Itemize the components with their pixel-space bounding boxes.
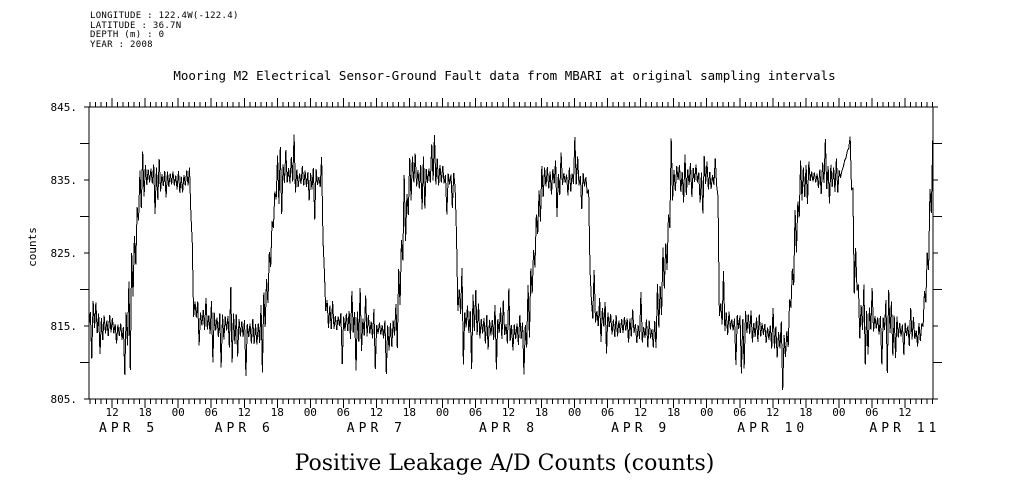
metadata-line-latitude: LATITUDE : 36.7N xyxy=(90,20,182,31)
x-tick-label: 00 xyxy=(567,406,582,419)
x-tick-label: 18 xyxy=(138,406,152,419)
plot-border xyxy=(88,106,934,400)
x-day-label: APR 10 xyxy=(737,421,809,436)
time-series-line xyxy=(88,134,934,390)
y-tick-label: 835. xyxy=(50,174,78,187)
x-tick-label: 12 xyxy=(369,406,383,419)
x-tick-label: 06 xyxy=(733,406,747,419)
metadata-line-longitude: LONGITUDE : 122.4W(-122.4) xyxy=(90,11,239,21)
chart-title: Mooring M2 Electrical Sensor-Ground Faul… xyxy=(173,68,836,83)
x-axis-caption: Positive Leakage A/D Counts (counts) xyxy=(294,451,715,476)
x-tick-label: 18 xyxy=(799,406,813,419)
x-tick-label: 00 xyxy=(303,406,317,419)
x-tick-label: 12 xyxy=(105,406,119,419)
axis-ticks xyxy=(80,98,942,408)
x-tick-label: 06 xyxy=(468,406,483,419)
y-tick-label: 845. xyxy=(50,101,78,114)
x-day-label: APR 8 xyxy=(478,421,539,436)
x-tick-label: 06 xyxy=(600,406,615,419)
x-tick-label: 18 xyxy=(270,406,284,419)
x-tick-label: 12 xyxy=(766,406,780,419)
x-day-label: APR 9 xyxy=(611,421,671,436)
x-day-label: APR 7 xyxy=(346,421,406,436)
y-tick-label: 815. xyxy=(50,320,78,333)
x-tick-label: 18 xyxy=(402,406,417,419)
y-tick-label: 805. xyxy=(50,393,78,406)
metadata-line-year: YEAR : 2008 xyxy=(90,39,153,50)
x-tick-label: 00 xyxy=(832,406,846,419)
x-tick-label: 00 xyxy=(435,406,450,419)
x-tick-label: 00 xyxy=(700,406,714,419)
x-tick-label: 12 xyxy=(634,406,648,419)
x-tick-label: 12 xyxy=(237,406,251,419)
x-tick-label: 06 xyxy=(336,406,350,419)
metadata-block: LONGITUDE : 122.4W(-122.4) LATITUDE : 36… xyxy=(90,11,239,50)
x-tick-label: 18 xyxy=(667,406,681,419)
x-tick-label: 06 xyxy=(204,406,218,419)
x-tick-label: 06 xyxy=(865,406,879,419)
x-day-label: APR 5 xyxy=(99,421,159,436)
x-tick-label: 00 xyxy=(171,406,185,419)
metadata-line-depth: DEPTH (m) : 0 xyxy=(90,30,165,40)
x-day-label: APR 6 xyxy=(214,421,274,436)
x-tick-label: 12 xyxy=(501,406,516,419)
y-tick-label: 825. xyxy=(50,247,78,260)
x-tick-label: 12 xyxy=(898,406,912,419)
x-tick-label: 18 xyxy=(534,406,549,419)
x-day-label: APR 11 xyxy=(869,421,941,436)
